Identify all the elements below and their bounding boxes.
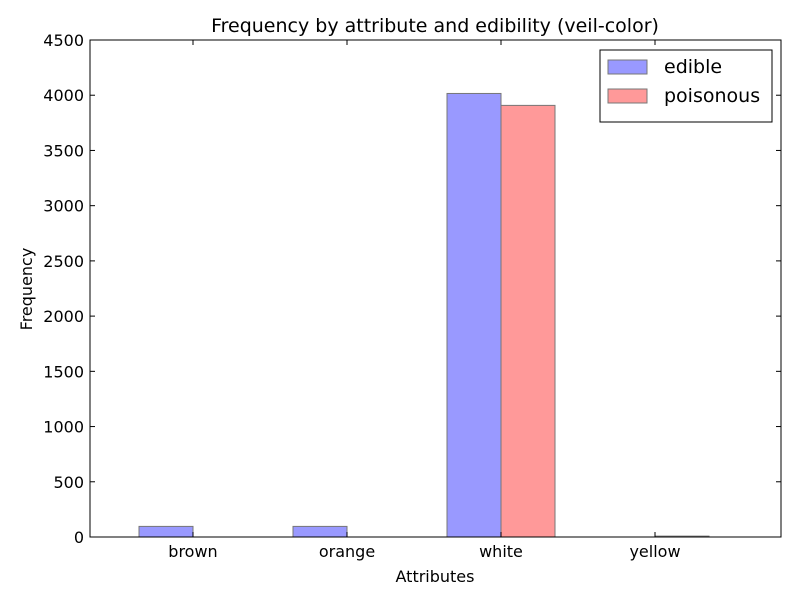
x-tick-label: white	[479, 542, 523, 561]
x-tick-label: brown	[168, 542, 217, 561]
y-tick-label: 1000	[43, 418, 84, 437]
tick-labels-group: brown orange white yellow 0 500 1000 1500 2000 25…	[43, 31, 680, 561]
chart-title: Frequency by attribute and edibility (ve…	[211, 15, 659, 37]
legend-swatch-poisonous	[607, 88, 648, 104]
legend-label-poisonous: poisonous	[664, 85, 760, 107]
y-tick-label: 500	[53, 473, 84, 492]
legend-label-edible: edible	[664, 56, 722, 78]
plot-frame	[89, 39, 782, 538]
x-axis-title: Attributes	[396, 567, 475, 586]
bars-group	[138, 92, 710, 538]
bar-edible-orange	[292, 525, 348, 538]
bar-edible-white	[446, 92, 502, 538]
y-axis-title: Frequency	[17, 248, 36, 331]
y-tick-label: 3500	[43, 141, 84, 160]
y-tick-label: 3000	[43, 197, 84, 216]
y-tick-label: 4000	[43, 86, 84, 105]
x-tick-label: yellow	[629, 542, 680, 561]
bar-poisonous-white	[500, 104, 556, 538]
legend: edible poisonous	[599, 49, 773, 123]
legend-swatch-edible	[607, 59, 648, 75]
y-tick-label: 0	[74, 528, 84, 547]
y-tick-label: 2000	[43, 307, 84, 326]
y-tick-label: 2500	[43, 252, 84, 271]
bar-edible-brown	[138, 525, 194, 538]
x-tick-label: orange	[319, 542, 375, 561]
y-tick-label: 1500	[43, 362, 84, 381]
y-tick-label: 4500	[43, 31, 84, 50]
